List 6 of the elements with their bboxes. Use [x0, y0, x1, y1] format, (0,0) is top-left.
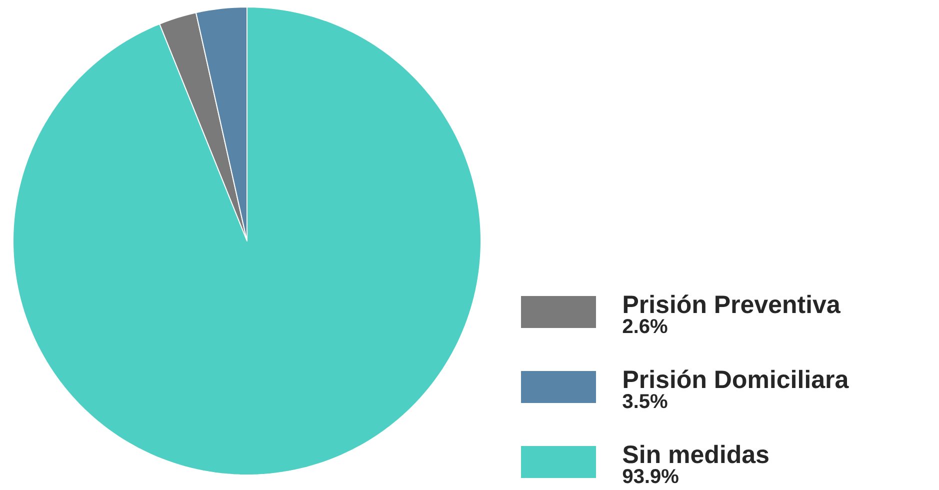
data-label: 3.5%	[622, 394, 668, 408]
legend-label: Prisión Domiciliara	[624, 370, 849, 388]
legend-label: Sin medidas	[622, 444, 768, 464]
data-label: 93.9%	[622, 469, 678, 484]
legend-label: Prisión Preventiva	[624, 294, 840, 314]
data-label: 2.6%	[622, 319, 668, 334]
